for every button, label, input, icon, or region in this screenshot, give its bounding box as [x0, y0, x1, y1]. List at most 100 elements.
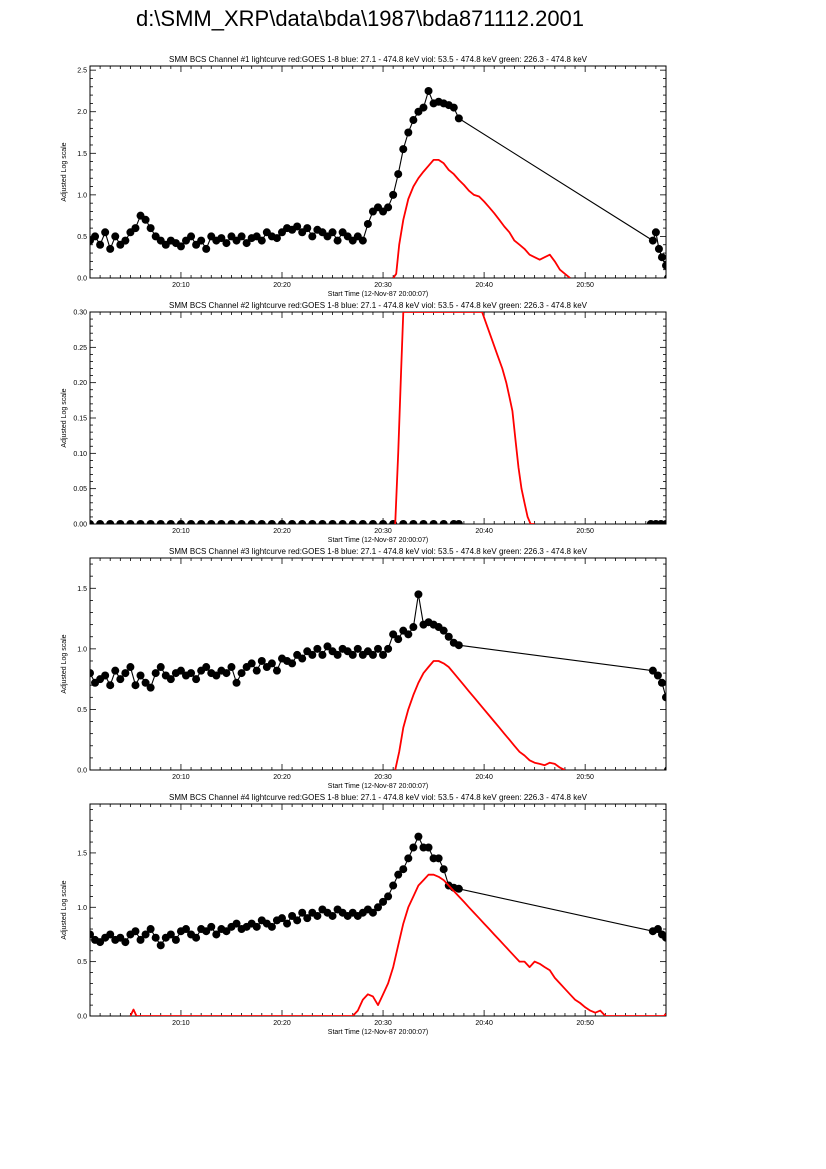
bcs-data-point — [146, 520, 155, 524]
y-tick-label: 1.0 — [77, 905, 87, 912]
bcs-data-point — [454, 641, 463, 650]
bcs-data-point — [278, 914, 286, 923]
bcs-data-point — [252, 922, 261, 931]
bcs-data-point — [146, 224, 155, 233]
bcs-data-point — [328, 911, 337, 920]
bcs-data-point — [121, 669, 130, 678]
y-tick-label: 2.0 — [77, 109, 87, 116]
bcs-data-point — [389, 630, 398, 639]
bcs-data-point — [242, 239, 251, 248]
bcs-data-point — [176, 666, 185, 675]
bcs-data-point — [348, 520, 357, 524]
bcs-data-point — [664, 274, 666, 278]
bcs-data-point — [439, 626, 448, 635]
bcs-data-point — [136, 935, 145, 944]
bcs-data-point — [662, 261, 666, 270]
bcs-data-point — [111, 232, 120, 241]
bcs-data-point — [116, 675, 125, 684]
bcs-data-point — [151, 669, 160, 678]
bcs-data-point — [237, 669, 246, 678]
x-axis-label: Start Time (12-Nov-87 20:00:07) — [328, 1029, 428, 1036]
bcs-data-point — [384, 203, 393, 212]
x-tick-label: 20:40 — [475, 774, 493, 781]
plot-frame — [89, 311, 667, 525]
y-tick-label: 0.20 — [73, 380, 87, 387]
y-tick-label: 0.0 — [77, 276, 87, 283]
bcs-data-point — [237, 520, 246, 524]
bcs-data-point — [399, 865, 408, 874]
goes-series-line — [129, 873, 666, 1016]
y-tick-label: 0.10 — [73, 451, 87, 458]
bcs-data-point — [368, 650, 377, 659]
bcs-data-point — [348, 650, 357, 659]
bcs-series-line — [90, 593, 666, 718]
bcs-data-point — [146, 925, 155, 934]
bcs-data-point — [298, 908, 307, 917]
bcs-data-point — [283, 919, 292, 928]
y-tick-label: 1.5 — [77, 850, 87, 857]
bcs-data-point — [187, 669, 196, 678]
bcs-data-point — [151, 933, 160, 942]
bcs-data-point — [439, 865, 448, 874]
bcs-data-point — [272, 666, 281, 675]
bcs-data-point — [303, 224, 312, 233]
x-axis-label: Start Time (12-Nov-87 20:00:07) — [328, 291, 428, 298]
y-tick-label: 0.5 — [77, 959, 87, 966]
bcs-data-point — [409, 520, 418, 524]
bcs-data-point — [424, 843, 433, 852]
bcs-data-point — [358, 236, 367, 245]
bcs-data-point — [293, 222, 302, 231]
bcs-data-point — [308, 520, 317, 524]
bcs-data-point — [358, 520, 367, 524]
bcs-data-point — [313, 911, 322, 920]
bcs-data-point — [106, 930, 115, 939]
x-tick-label: 20:30 — [374, 774, 392, 781]
bcs-data-point — [212, 671, 221, 680]
bcs-data-point — [131, 681, 140, 690]
bcs-data-point — [192, 675, 201, 684]
x-axis-label: Start Time (12-Nov-87 20:00:07) — [328, 537, 428, 544]
bcs-data-point — [399, 145, 408, 154]
bcs-data-point — [434, 854, 443, 863]
bcs-data-point — [662, 693, 666, 702]
bcs-data-point — [166, 675, 175, 684]
bcs-data-point — [419, 103, 428, 112]
bcs-data-point — [176, 242, 185, 251]
y-tick-label: 0.25 — [73, 345, 87, 352]
bcs-data-point — [424, 86, 433, 95]
bcs-data-point — [394, 870, 403, 879]
bcs-data-point — [648, 236, 657, 245]
bcs-data-point — [409, 116, 418, 125]
bcs-data-point — [444, 632, 453, 641]
bcs-data-point — [116, 520, 125, 524]
bcs-data-point — [419, 520, 428, 524]
bcs-data-point — [374, 903, 382, 912]
x-tick-label: 20:50 — [576, 774, 594, 781]
bcs-data-point — [313, 644, 322, 653]
bcs-data-point — [454, 520, 463, 524]
y-tick-label: 0.30 — [73, 310, 87, 317]
bcs-data-point — [106, 244, 115, 253]
bcs-data-point — [454, 114, 463, 123]
plot-area — [90, 832, 666, 1016]
bcs-data-point — [146, 683, 155, 692]
bcs-data-point — [126, 663, 135, 672]
bcs-data-point — [171, 935, 180, 944]
bcs-data-point — [654, 244, 663, 253]
bcs-data-point — [232, 678, 241, 687]
bcs-data-point — [267, 520, 276, 524]
y-tick-label: 0.5 — [77, 234, 87, 241]
bcs-data-point — [222, 669, 231, 678]
chart-panel-2: SMM BCS Channel #2 lightcurve red:GOES 1… — [61, 301, 667, 544]
bcs-data-point — [212, 930, 221, 939]
bcs-data-point — [156, 941, 165, 950]
bcs-data-point — [368, 908, 377, 917]
bcs-data-point — [197, 520, 206, 524]
bcs-data-point — [318, 520, 327, 524]
y-axis-label: Adjusted Log scale — [61, 880, 68, 939]
bcs-data-point — [247, 659, 256, 668]
bcs-data-point — [257, 656, 266, 665]
bcs-data-point — [141, 930, 150, 939]
chart-title: SMM BCS Channel #2 lightcurve red:GOES 1… — [169, 301, 588, 310]
bcs-data-point — [156, 520, 165, 524]
